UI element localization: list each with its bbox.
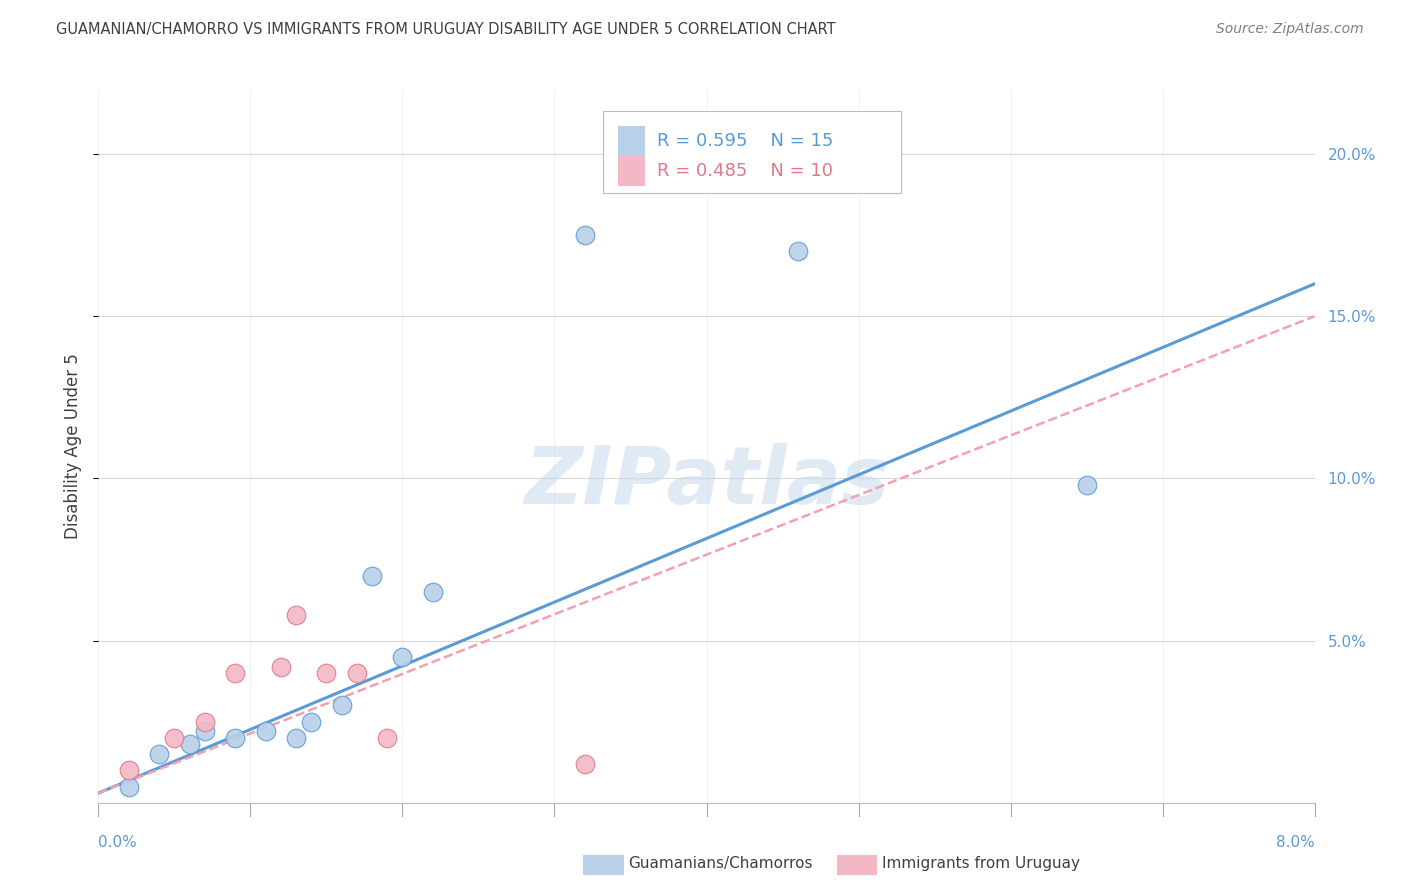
Point [1076, 478, 1098, 492]
Text: R = 0.485    N = 10: R = 0.485 N = 10 [657, 161, 832, 179]
Bar [617, 127, 644, 155]
Text: Source: ZipAtlas.com: Source: ZipAtlas.com [1216, 22, 1364, 37]
Text: 8.0%: 8.0% [1275, 836, 1315, 850]
Point [361, 568, 384, 582]
Y-axis label: Disability Age Under 5: Disability Age Under 5 [65, 353, 83, 539]
Point [315, 666, 337, 681]
Point [285, 607, 308, 622]
Point [224, 666, 246, 681]
Point [163, 731, 186, 745]
Point [299, 714, 322, 729]
Point [254, 724, 277, 739]
Point [574, 228, 596, 243]
Point [285, 731, 308, 745]
Point [346, 666, 368, 681]
Point [118, 780, 141, 794]
Point [179, 738, 201, 752]
Bar [617, 156, 644, 185]
Point [224, 731, 246, 745]
Text: Guamanians/Chamorros: Guamanians/Chamorros [628, 856, 813, 871]
Point [270, 659, 292, 673]
Text: R = 0.595    N = 15: R = 0.595 N = 15 [657, 132, 832, 150]
Text: Immigrants from Uruguay: Immigrants from Uruguay [882, 856, 1080, 871]
Point [422, 585, 444, 599]
FancyBboxPatch shape [603, 111, 901, 193]
Point [391, 649, 413, 664]
Point [194, 724, 217, 739]
Point [148, 747, 170, 761]
Text: GUAMANIAN/CHAMORRO VS IMMIGRANTS FROM URUGUAY DISABILITY AGE UNDER 5 CORRELATION: GUAMANIAN/CHAMORRO VS IMMIGRANTS FROM UR… [56, 22, 835, 37]
Text: 0.0%: 0.0% [98, 836, 138, 850]
Point [118, 764, 141, 778]
Point [574, 756, 596, 771]
Point [375, 731, 398, 745]
Point [786, 244, 808, 259]
Point [194, 714, 217, 729]
Point [330, 698, 353, 713]
Text: ZIPatlas: ZIPatlas [524, 442, 889, 521]
